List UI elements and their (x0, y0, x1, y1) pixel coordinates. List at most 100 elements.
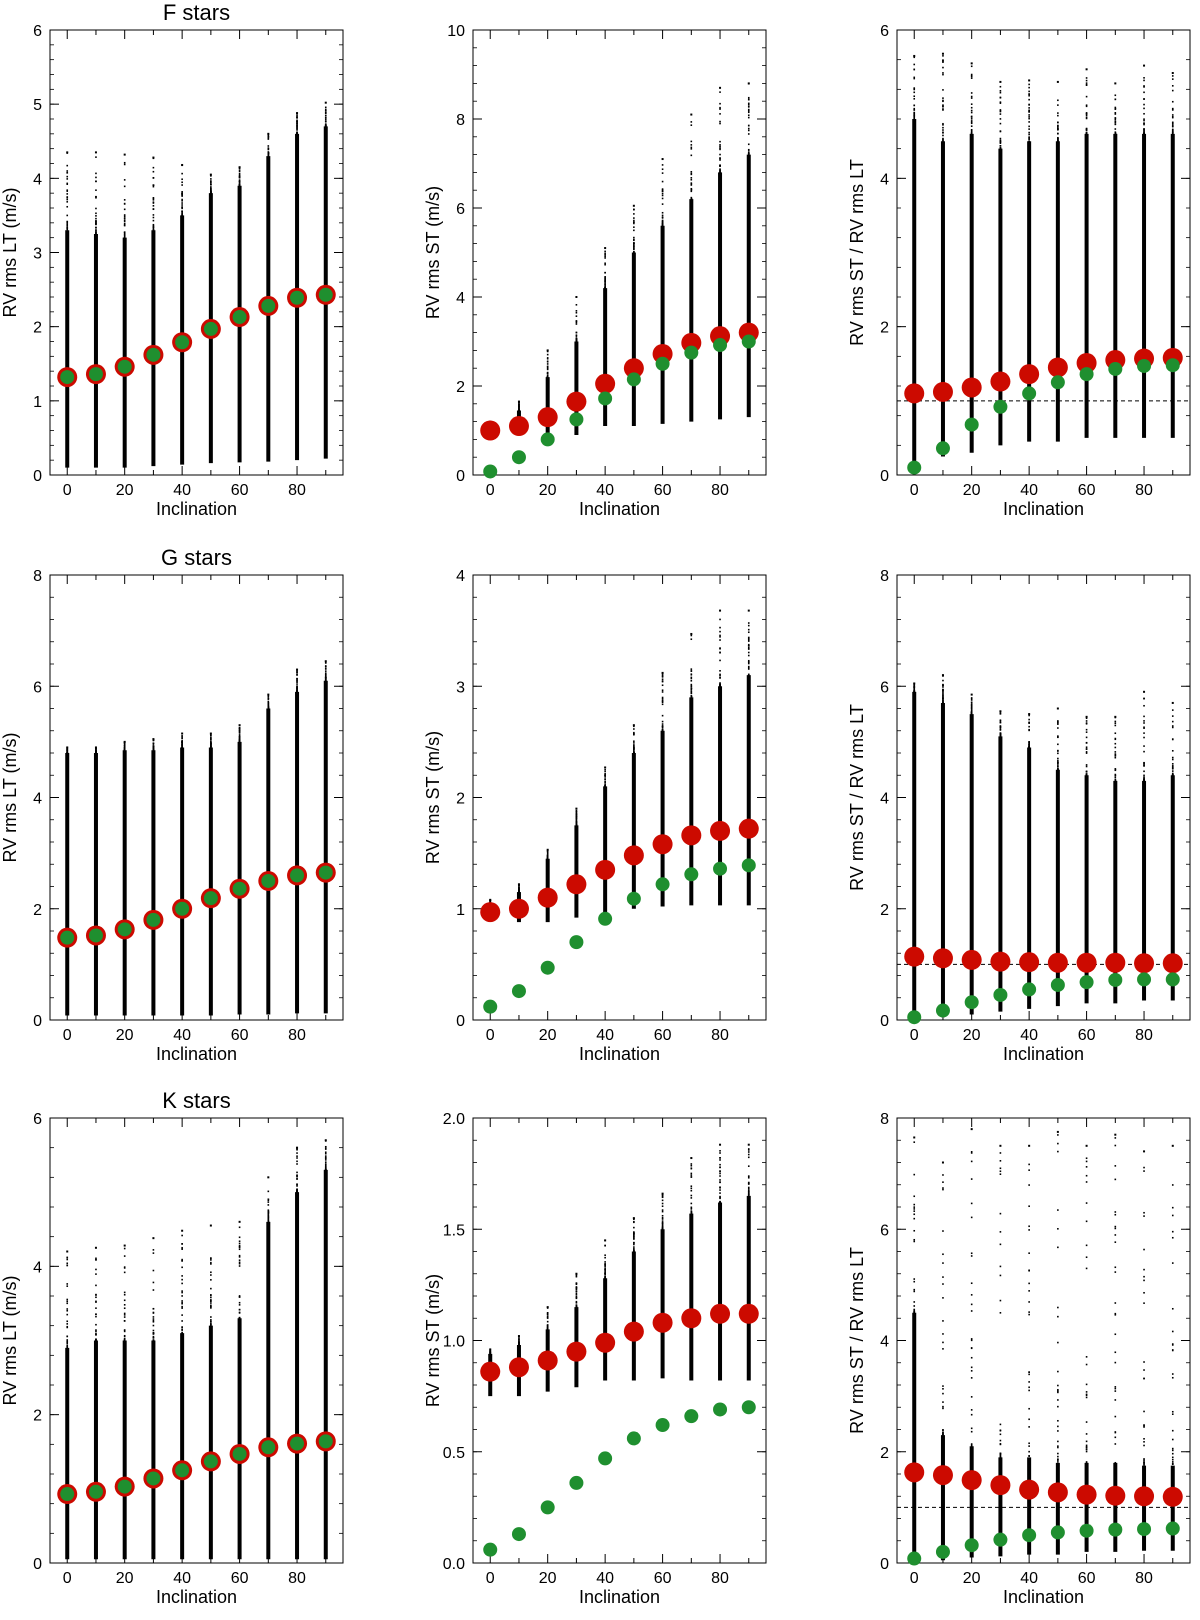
outlier-point (1143, 1275, 1145, 1278)
outlier-point (1028, 718, 1030, 721)
outlier-point (1171, 1456, 1174, 1459)
outlier-point (970, 118, 973, 120)
outlier-point (1143, 1426, 1145, 1428)
red-marker (1105, 952, 1126, 973)
outlier-point (719, 670, 721, 672)
outlier-point (210, 190, 212, 193)
outlier-point (661, 674, 664, 676)
outlier-point (1057, 124, 1059, 127)
outlier-point (1114, 1178, 1117, 1181)
green-marker (146, 347, 161, 362)
outlier-point (970, 712, 973, 714)
outlier-point (1171, 89, 1174, 92)
outlier-point (970, 709, 973, 712)
outlier-point (1028, 125, 1030, 128)
outlier-point (719, 145, 721, 148)
outlier-point (633, 208, 635, 211)
outlier-point (747, 1165, 750, 1167)
outlier-point (999, 713, 1002, 715)
outlier-point (152, 224, 155, 227)
outlier-point (1085, 1421, 1088, 1423)
outlier-point (747, 640, 750, 642)
outlier-point (999, 1144, 1002, 1147)
outlier-point (1028, 1290, 1030, 1292)
distribution-column (969, 1128, 974, 1558)
outlier-point (719, 1159, 721, 1161)
outlier-point (1143, 1170, 1145, 1172)
outlier-point (661, 1214, 664, 1217)
outlier-point (690, 1207, 693, 1209)
distribution-column (180, 163, 185, 465)
red-marker (710, 1303, 731, 1324)
outlier-point (267, 695, 270, 698)
outlier-point (661, 216, 664, 218)
outlier-point (633, 1243, 635, 1246)
distribution-column (295, 112, 300, 461)
outlier-point (324, 124, 327, 127)
outlier-point (1085, 720, 1088, 722)
outlier-point (913, 1217, 916, 1220)
outlier-point (661, 197, 664, 200)
outlier-point (970, 711, 973, 713)
distribution-column (323, 660, 328, 1014)
outlier-point (1085, 1444, 1088, 1447)
outlier-point (181, 198, 183, 201)
distribution-column (660, 158, 665, 424)
outlier-point (690, 1189, 693, 1192)
outlier-point (152, 229, 155, 231)
outlier-point (942, 122, 944, 125)
plot-frame (896, 29, 1191, 476)
outlier-point (690, 182, 693, 184)
outlier-point (181, 1234, 183, 1237)
outlier-point (181, 1326, 183, 1328)
outlier-point (970, 132, 973, 135)
outlier-point (661, 192, 664, 195)
outlier-point (719, 169, 721, 172)
outlier-point (181, 1301, 183, 1304)
outlier-point (999, 1455, 1002, 1457)
outlier-point (123, 1247, 126, 1250)
outlier-point (719, 102, 721, 105)
outlier-point (267, 700, 270, 703)
outlier-point (661, 1225, 664, 1228)
outlier-point (604, 255, 606, 258)
outlier-point (181, 1295, 183, 1297)
outlier-point (999, 1231, 1002, 1233)
outlier-point (238, 739, 241, 742)
outlier-point (1028, 140, 1030, 143)
distribution-column (151, 1237, 156, 1560)
green-marker (146, 912, 161, 927)
outlier-point (1171, 75, 1174, 77)
outlier-point (296, 1152, 298, 1154)
outlier-point (95, 1323, 97, 1326)
outlier-point (999, 1274, 1002, 1277)
outlier-point (970, 1366, 973, 1369)
y-tick-label: 2 (456, 379, 465, 396)
outlier-point (1057, 1452, 1059, 1455)
outlier-point (575, 809, 578, 812)
outlier-point (913, 684, 916, 687)
outlier-point (633, 740, 635, 743)
distribution-column (1170, 1144, 1175, 1551)
x-tick-label: 60 (654, 1027, 672, 1044)
outlier-point (575, 337, 578, 339)
outlier-point (690, 688, 693, 691)
red-marker (1105, 1485, 1126, 1506)
outlier-point (123, 179, 126, 181)
outlier-point (747, 108, 750, 111)
outlier-point (604, 281, 606, 283)
outlier-point (575, 323, 578, 325)
outlier-point (913, 1210, 916, 1212)
outlier-point (690, 178, 693, 181)
y-tick-label: 2 (456, 791, 465, 808)
outlier-point (1114, 722, 1117, 725)
red-marker (932, 1465, 953, 1486)
outlier-point (209, 732, 212, 735)
outlier-point (1143, 765, 1145, 767)
outlier-point (1114, 1431, 1117, 1434)
outlier-point (999, 147, 1002, 149)
x-tick-label: 40 (596, 482, 614, 499)
outlier-point (1028, 1252, 1030, 1254)
outlier-point (633, 1247, 635, 1250)
